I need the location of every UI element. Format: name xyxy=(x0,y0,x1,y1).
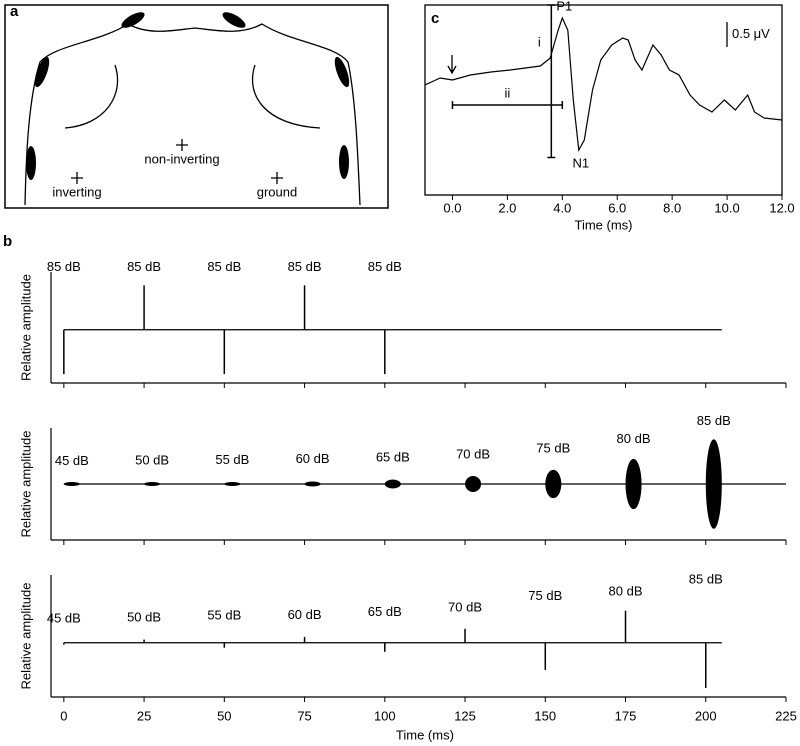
peak-label: P1 xyxy=(556,0,572,13)
scale-bar-label: 0.5 μV xyxy=(732,26,770,41)
intensity-label: 85 dB xyxy=(207,259,241,274)
x-axis-label: Time (ms) xyxy=(396,727,454,742)
tone-burst xyxy=(705,439,722,529)
electrode-label: ground xyxy=(257,184,297,199)
peak-label: N1 xyxy=(572,155,589,170)
onset-arrow xyxy=(447,55,457,75)
intensity-label: 85 dB xyxy=(288,259,322,274)
intensity-label: 70 dB xyxy=(456,446,490,461)
x-tick-label: 50 xyxy=(217,708,231,723)
intensity-label: 85 dB xyxy=(697,413,731,428)
panel-label: a xyxy=(10,3,19,20)
x-tick-label: 6.0 xyxy=(608,200,626,215)
x-tick-label: 0 xyxy=(60,708,67,723)
intensity-label: 80 dB xyxy=(609,583,643,598)
latency-bar xyxy=(451,101,564,109)
x-tick-label: 225 xyxy=(775,708,797,723)
amplitude-bar-label: i xyxy=(538,35,541,50)
intensity-label: 65 dB xyxy=(368,604,402,619)
x-tick-label: 125 xyxy=(454,708,476,723)
intensity-label: 85 dB xyxy=(368,259,402,274)
intensity-label: 60 dB xyxy=(288,607,322,622)
intensity-label: 70 dB xyxy=(448,600,482,615)
tone-burst xyxy=(304,481,321,487)
panel-label: b xyxy=(3,233,12,250)
intensity-label: 55 dB xyxy=(215,452,249,467)
plot-frame xyxy=(424,4,783,196)
intensity-label: 85 dB xyxy=(689,572,723,587)
electrode-pads xyxy=(26,12,350,180)
x-tick-label: 25 xyxy=(137,708,151,723)
x-tick-label: 100 xyxy=(374,708,396,723)
x-tick-label: 10.0 xyxy=(714,200,739,215)
electrode-crosses xyxy=(71,139,283,184)
amplitude-bar xyxy=(547,4,556,159)
x-axis-label: Time (ms) xyxy=(574,217,632,232)
tone-burst xyxy=(224,482,241,486)
ear-right xyxy=(251,64,321,129)
intensity-label: 60 dB xyxy=(296,451,330,466)
y-axis-label: Relative amplitude xyxy=(18,583,33,690)
x-tick-label: 150 xyxy=(534,708,556,723)
ear-left xyxy=(64,64,119,129)
tone-burst xyxy=(384,479,401,489)
intensity-label: 45 dB xyxy=(47,611,81,626)
electrode-label: inverting xyxy=(52,184,101,199)
x-tick-label: 8.0 xyxy=(663,200,681,215)
intensity-label: 50 dB xyxy=(127,609,161,624)
tone-burst xyxy=(545,469,562,499)
tone-burst xyxy=(144,482,161,486)
tone-burst xyxy=(465,476,482,492)
tone-burst xyxy=(63,482,80,486)
intensity-label: 45 dB xyxy=(55,453,89,468)
x-tick-label: 12.0 xyxy=(769,200,794,215)
intensity-label: 85 dB xyxy=(47,259,81,274)
panel-label: c xyxy=(431,10,439,27)
intensity-label: 80 dB xyxy=(617,431,651,446)
panel-a xyxy=(4,4,389,209)
x-tick-label: 0.0 xyxy=(443,200,461,215)
intensity-label: 65 dB xyxy=(376,449,410,464)
intensity-label: 50 dB xyxy=(135,453,169,468)
x-tick-label: 175 xyxy=(615,708,637,723)
intensity-label: 75 dB xyxy=(528,588,562,603)
intensity-label: 75 dB xyxy=(536,441,570,456)
intensity-label: 55 dB xyxy=(207,608,241,623)
x-tick-label: 75 xyxy=(297,708,311,723)
electrode-label: non-inverting xyxy=(144,151,219,166)
intensity-label: 85 dB xyxy=(127,259,161,274)
x-tick-label: 4.0 xyxy=(553,200,571,215)
panel-frame xyxy=(4,4,389,209)
x-tick-label: 2.0 xyxy=(498,200,516,215)
x-tick-label: 200 xyxy=(695,708,717,723)
y-axis-label: Relative amplitude xyxy=(18,274,33,381)
latency-bar-label: ii xyxy=(504,85,510,100)
erp-trace xyxy=(424,16,783,152)
y-axis-label: Relative amplitude xyxy=(18,431,33,538)
tone-burst xyxy=(625,458,642,510)
